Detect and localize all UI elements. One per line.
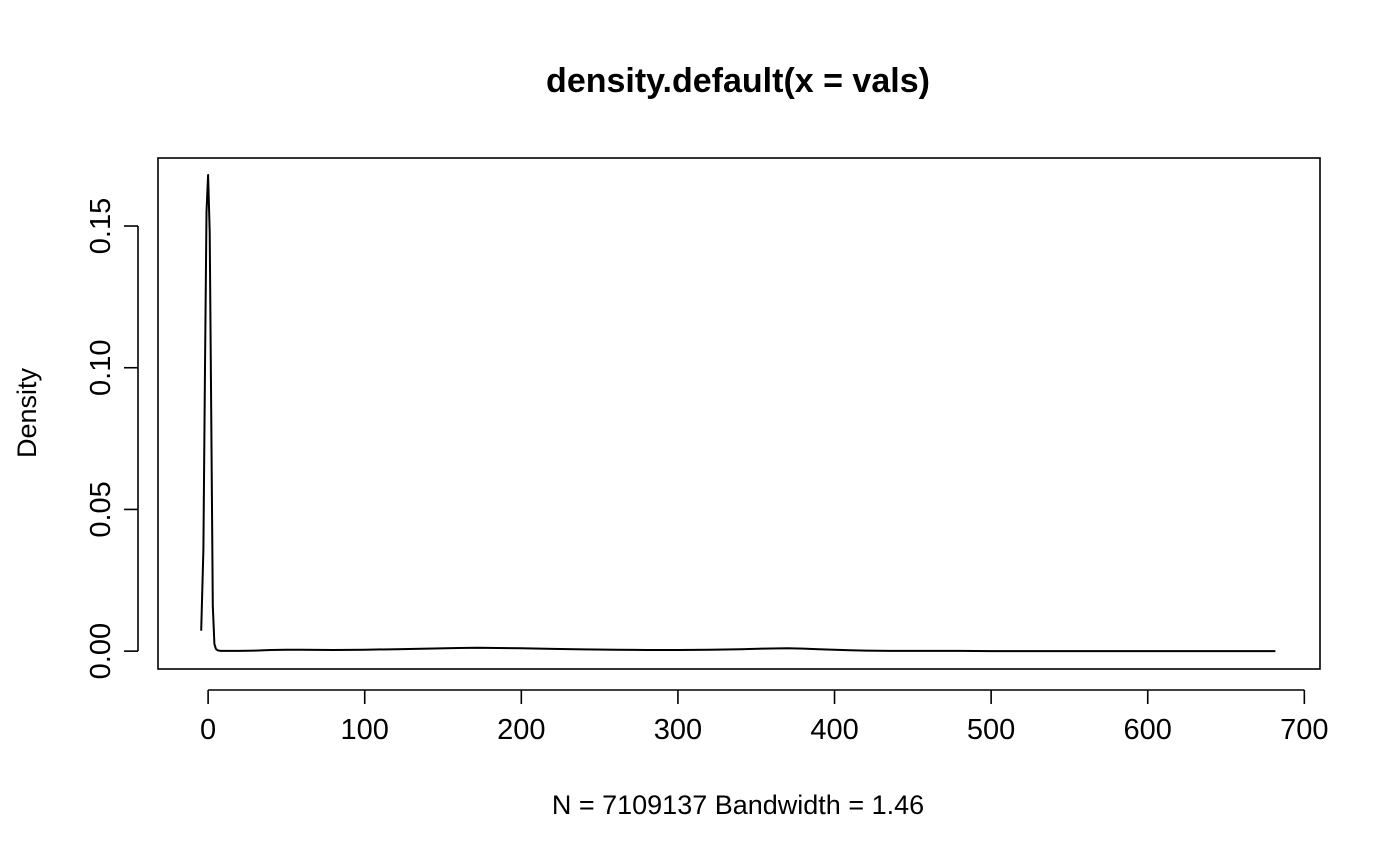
x-tick-label: 600 [1124, 714, 1172, 746]
x-tick-label: 200 [497, 714, 545, 746]
x-tick-label: 500 [967, 714, 1015, 746]
chart-title: density.default(x = vals) [546, 62, 930, 100]
plot-frame [157, 157, 1321, 670]
density-curve [200, 174, 1276, 653]
x-axis-label: N = 7109137 Bandwidth = 1.46 [552, 790, 924, 820]
y-tick-label: 0.10 [85, 340, 117, 396]
y-tick-label: 0.00 [85, 623, 117, 679]
y-axis-ticks: 0.00 0.05 0.10 0.15 [85, 198, 138, 679]
y-tick-label: 0.15 [85, 198, 117, 254]
x-tick-label: 300 [654, 714, 702, 746]
y-tick-label: 0.05 [85, 481, 117, 537]
x-tick-label: 700 [1280, 714, 1328, 746]
x-tick-label: 400 [810, 714, 858, 746]
x-axis-ticks: 0 100 200 300 400 500 600 700 [200, 690, 1329, 746]
x-tick-label: 100 [341, 714, 389, 746]
x-tick-label: 0 [200, 714, 216, 746]
y-axis-label: Density [12, 367, 42, 458]
